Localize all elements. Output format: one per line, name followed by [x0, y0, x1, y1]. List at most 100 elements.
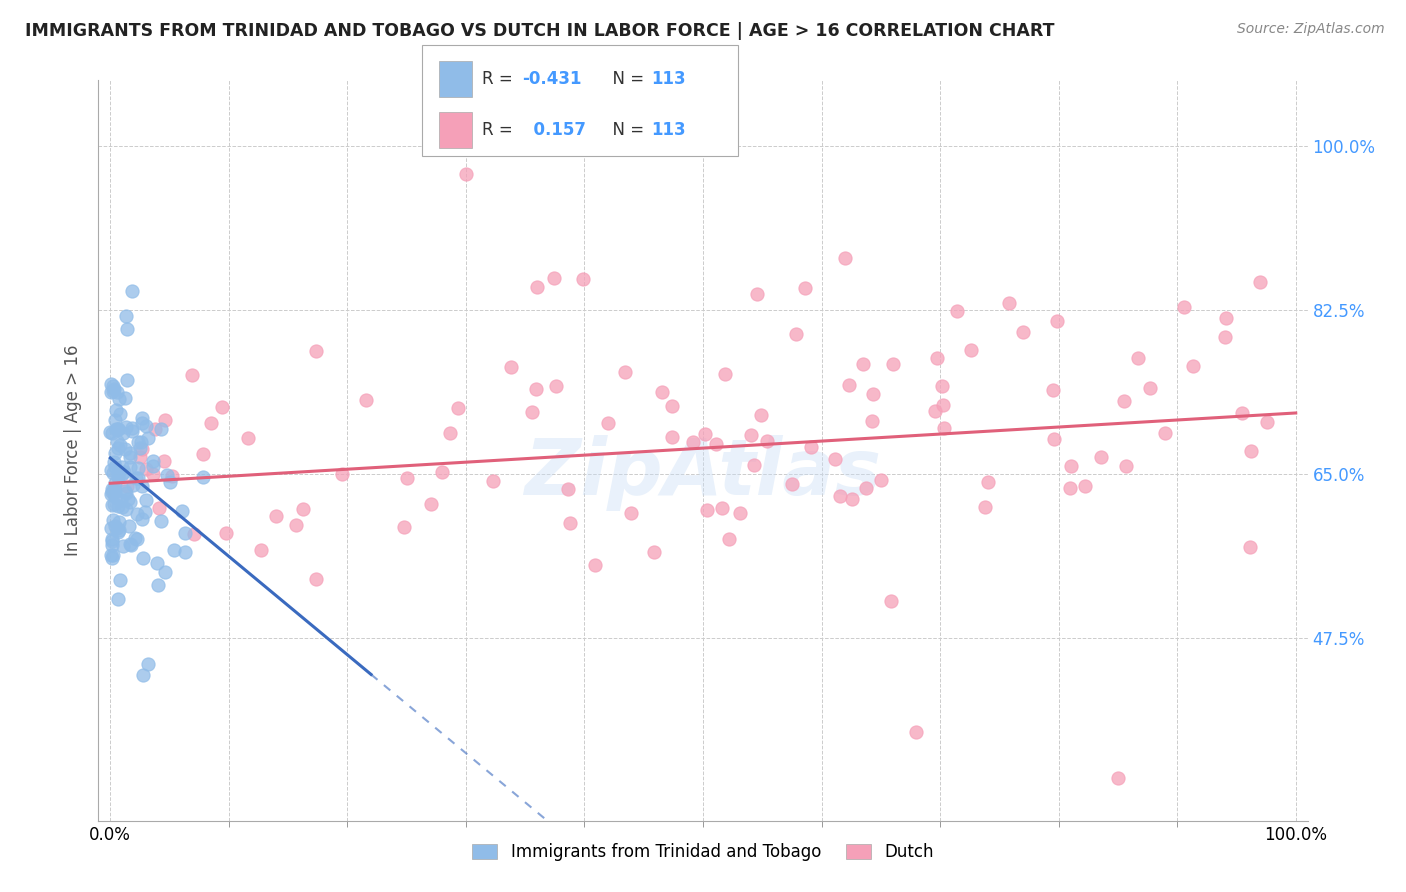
Point [110, 493, 132, 508]
Point [101, 548, 124, 562]
Point [1074, 479, 1097, 493]
Point [115, 373, 138, 387]
Point [100, 521, 122, 535]
Point [1115, 459, 1137, 474]
Point [105, 385, 128, 400]
Point [526, 279, 548, 293]
Point [852, 358, 875, 372]
Point [127, 434, 149, 449]
Point [101, 513, 124, 527]
Point [101, 551, 124, 566]
Text: IMMIGRANTS FROM TRINIDAD AND TOBAGO VS DUTCH IN LABOR FORCE | AGE > 16 CORRELATI: IMMIGRANTS FROM TRINIDAD AND TOBAGO VS D… [25, 22, 1054, 40]
Point [1090, 450, 1112, 465]
Point [211, 400, 233, 414]
Point [115, 419, 138, 434]
Point [104, 413, 127, 427]
Point [129, 450, 152, 465]
Point [183, 527, 205, 541]
Point [696, 503, 718, 517]
Point [118, 446, 141, 460]
Point [143, 421, 166, 435]
Point [960, 343, 983, 357]
Point [107, 467, 129, 481]
Point [148, 500, 170, 515]
Point [454, 167, 477, 181]
Point [332, 467, 354, 481]
Point [105, 434, 128, 449]
Point [869, 473, 891, 487]
Point [745, 287, 768, 301]
Point [153, 413, 176, 427]
Point [250, 542, 273, 557]
Point [284, 517, 307, 532]
Point [395, 471, 418, 485]
Text: 113: 113 [651, 121, 686, 139]
Point [1215, 311, 1237, 326]
Point [266, 508, 288, 523]
Point [841, 491, 863, 506]
Point [997, 296, 1019, 310]
Text: R =: R = [482, 121, 519, 139]
Text: 113: 113 [651, 70, 686, 88]
Point [121, 421, 143, 435]
Point [711, 501, 734, 516]
Point [118, 519, 141, 533]
Point [100, 482, 122, 496]
Point [661, 399, 683, 413]
Point [156, 468, 179, 483]
Point [583, 558, 606, 573]
Text: -0.431: -0.431 [522, 70, 581, 88]
Point [103, 382, 125, 396]
Point [114, 391, 136, 405]
Point [117, 492, 139, 507]
Point [651, 384, 673, 399]
Point [1239, 541, 1261, 555]
Point [125, 471, 148, 485]
Point [103, 379, 125, 393]
Point [526, 382, 548, 396]
Point [482, 475, 505, 489]
Point [932, 398, 955, 412]
Point [974, 500, 997, 514]
Point [153, 566, 176, 580]
Point [925, 351, 948, 365]
Point [105, 521, 128, 535]
Point [1126, 351, 1149, 365]
Point [447, 401, 470, 415]
Point [174, 545, 197, 559]
Point [108, 573, 131, 587]
Point [1181, 359, 1204, 373]
Point [115, 486, 138, 500]
Point [1249, 275, 1271, 289]
Point [131, 410, 153, 425]
Point [104, 519, 127, 533]
Point [131, 442, 153, 457]
Point [114, 502, 136, 516]
Point [163, 543, 186, 558]
Legend: Immigrants from Trinidad and Tobago, Dutch: Immigrants from Trinidad and Tobago, Dut… [465, 837, 941, 868]
Point [100, 486, 122, 500]
Point [924, 404, 946, 418]
Point [101, 467, 124, 481]
Point [107, 591, 129, 606]
Point [1256, 415, 1278, 429]
Point [111, 425, 134, 440]
Point [136, 431, 159, 445]
Point [138, 657, 160, 671]
Text: Source: ZipAtlas.com: Source: ZipAtlas.com [1237, 22, 1385, 37]
Point [148, 578, 170, 592]
Text: N =: N = [602, 70, 650, 88]
Point [191, 470, 214, 484]
Point [103, 482, 125, 496]
Point [946, 303, 969, 318]
Point [661, 430, 683, 444]
Point [118, 495, 141, 509]
Point [104, 476, 127, 491]
Point [193, 447, 215, 461]
Point [100, 499, 122, 513]
Point [114, 483, 136, 498]
Point [108, 407, 131, 421]
Point [742, 458, 765, 472]
Point [499, 360, 522, 375]
Point [107, 469, 129, 483]
